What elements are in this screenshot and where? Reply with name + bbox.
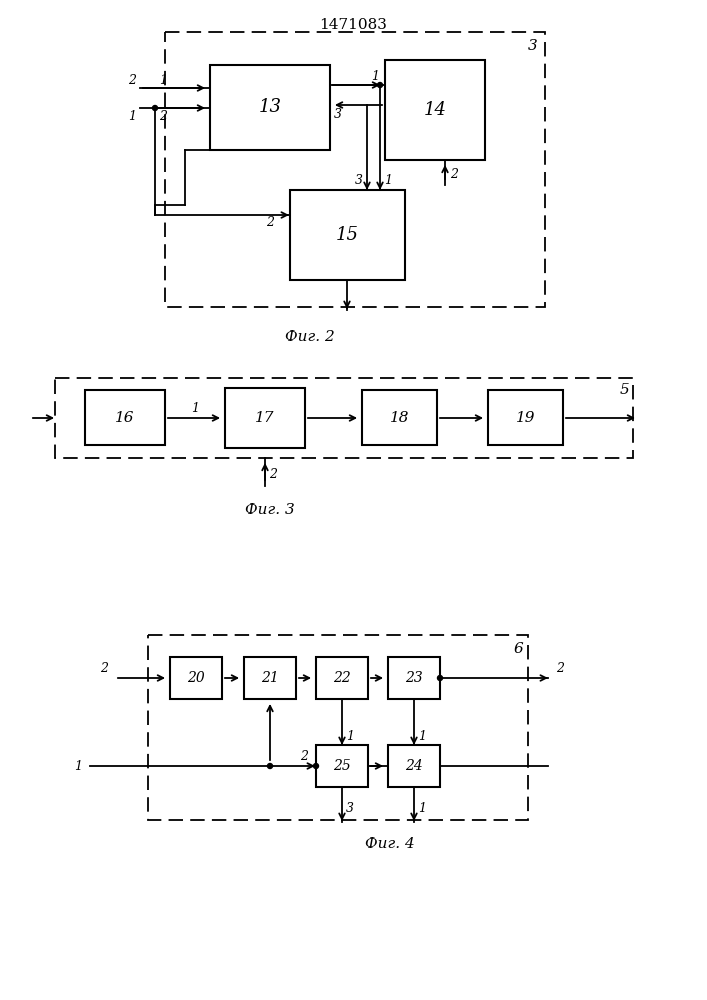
Bar bbox=[290, 190, 405, 280]
Circle shape bbox=[153, 105, 158, 110]
Text: 1471083: 1471083 bbox=[319, 18, 387, 32]
Bar bbox=[388, 745, 440, 787]
Text: 13: 13 bbox=[259, 99, 281, 116]
Text: 2: 2 bbox=[300, 750, 308, 764]
Text: Фиг. 4: Фиг. 4 bbox=[365, 837, 415, 851]
Text: 22: 22 bbox=[333, 671, 351, 685]
Text: 17: 17 bbox=[255, 411, 275, 425]
Bar bbox=[85, 390, 165, 445]
Text: 3: 3 bbox=[528, 39, 538, 53]
Text: 2: 2 bbox=[266, 216, 274, 229]
Text: 24: 24 bbox=[405, 759, 423, 773]
Text: 2: 2 bbox=[450, 168, 458, 182]
Bar bbox=[225, 388, 305, 448]
Text: 25: 25 bbox=[333, 759, 351, 773]
Text: Фиг. 2: Фиг. 2 bbox=[285, 330, 335, 344]
Text: 2: 2 bbox=[159, 109, 167, 122]
Text: 1: 1 bbox=[346, 730, 354, 744]
Text: 2: 2 bbox=[100, 662, 108, 676]
Text: 1: 1 bbox=[384, 174, 392, 186]
Bar bbox=[170, 657, 222, 699]
Bar bbox=[148, 635, 528, 820]
Text: 1: 1 bbox=[191, 401, 199, 414]
Text: 16: 16 bbox=[115, 410, 135, 424]
Text: 1: 1 bbox=[418, 802, 426, 816]
Text: 2: 2 bbox=[556, 662, 564, 676]
Text: 3: 3 bbox=[334, 107, 342, 120]
Bar bbox=[55, 378, 633, 458]
Bar bbox=[316, 745, 368, 787]
Bar bbox=[244, 657, 296, 699]
Text: 2: 2 bbox=[128, 74, 136, 87]
Text: 5: 5 bbox=[620, 383, 630, 397]
Text: 20: 20 bbox=[187, 671, 205, 685]
Text: Фиг. 3: Фиг. 3 bbox=[245, 503, 295, 517]
Text: 1: 1 bbox=[418, 730, 426, 744]
Bar bbox=[488, 390, 563, 445]
Bar bbox=[388, 657, 440, 699]
Text: 21: 21 bbox=[261, 671, 279, 685]
Bar bbox=[385, 60, 485, 160]
Text: 15: 15 bbox=[336, 226, 359, 244]
Text: 14: 14 bbox=[423, 101, 447, 119]
Bar bbox=[362, 390, 437, 445]
Text: 6: 6 bbox=[513, 642, 523, 656]
Circle shape bbox=[378, 83, 382, 88]
Circle shape bbox=[313, 764, 318, 768]
Bar bbox=[210, 65, 330, 150]
Bar bbox=[316, 657, 368, 699]
Bar bbox=[165, 32, 545, 307]
Text: 3: 3 bbox=[355, 174, 363, 186]
Text: 1: 1 bbox=[128, 109, 136, 122]
Text: 1: 1 bbox=[74, 760, 82, 772]
Circle shape bbox=[438, 676, 443, 680]
Text: 19: 19 bbox=[515, 410, 535, 424]
Text: 23: 23 bbox=[405, 671, 423, 685]
Text: 18: 18 bbox=[390, 410, 409, 424]
Text: 2: 2 bbox=[269, 468, 277, 481]
Text: 1: 1 bbox=[159, 74, 167, 87]
Text: 3: 3 bbox=[346, 802, 354, 816]
Circle shape bbox=[267, 764, 272, 768]
Text: 1: 1 bbox=[371, 70, 379, 83]
